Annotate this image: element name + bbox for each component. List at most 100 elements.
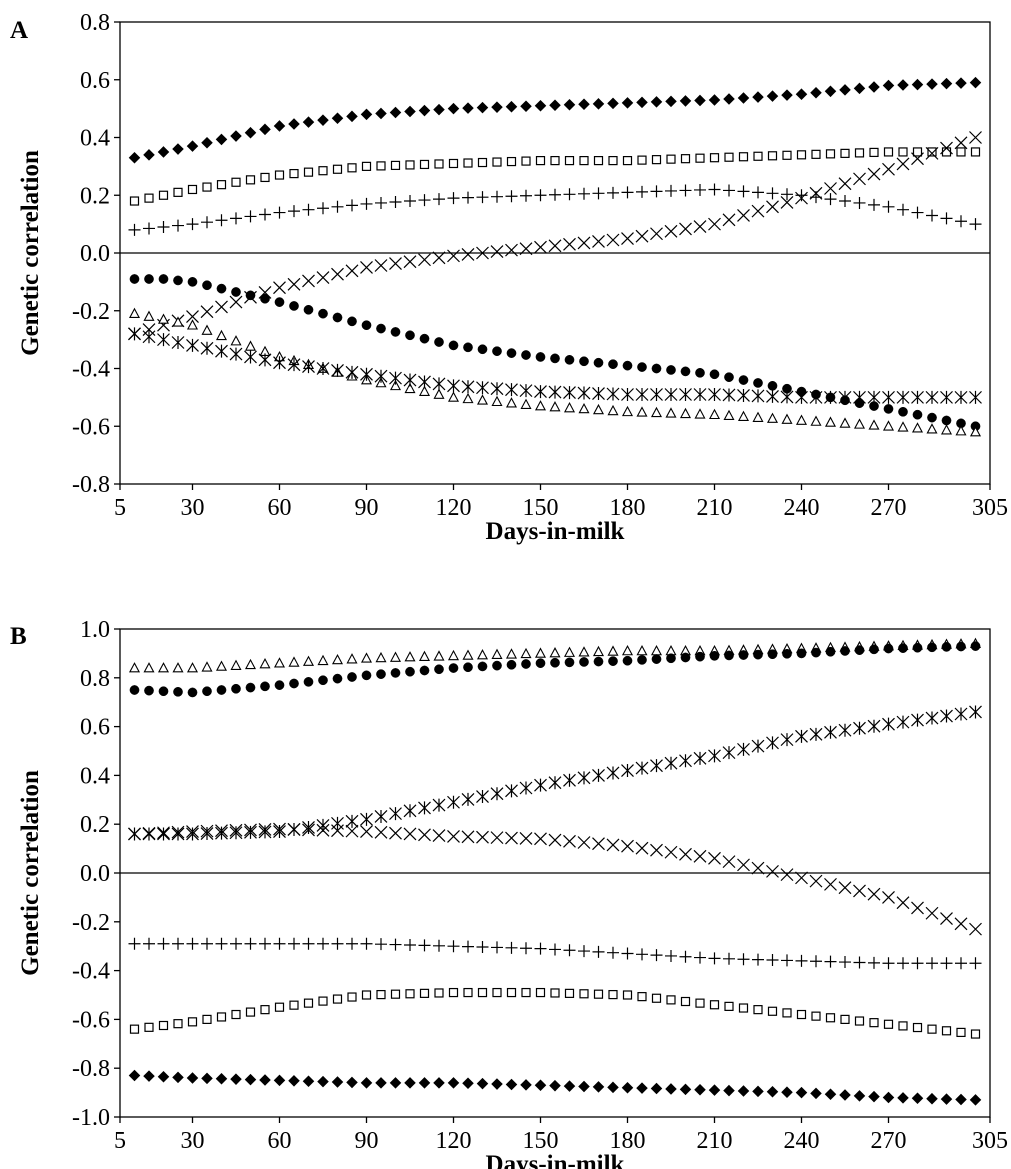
data-point-square	[202, 182, 212, 192]
data-point-x	[389, 826, 402, 840]
data-point-x	[548, 239, 562, 253]
data-point-circle	[260, 293, 270, 304]
data-point-square	[318, 166, 328, 176]
data-point-square	[796, 1009, 807, 1020]
data-point-circle	[593, 656, 604, 667]
data-point-square	[390, 989, 401, 999]
data-point-triangle	[723, 409, 735, 421]
data-point-x	[896, 896, 910, 910]
data-point-asterisk	[403, 804, 417, 818]
data-point-asterisk	[737, 388, 750, 402]
data-point-circle	[318, 308, 328, 319]
data-point-triangle	[346, 653, 358, 664]
data-point-square	[187, 184, 198, 195]
x-tick-label: 5	[114, 1128, 126, 1154]
data-point-asterisk	[302, 820, 315, 834]
data-point-circle	[492, 346, 502, 357]
data-point-plus	[723, 184, 735, 197]
data-point-circle	[216, 685, 227, 695]
data-point-circle	[434, 337, 444, 347]
data-point-square	[448, 158, 459, 169]
data-point-triangle	[592, 645, 605, 657]
data-point-asterisk	[940, 709, 953, 723]
data-point-triangle	[418, 650, 431, 662]
data-point-asterisk	[215, 826, 228, 840]
data-point-asterisk	[853, 390, 866, 404]
data-point-x	[287, 277, 301, 291]
data-point-x	[215, 300, 228, 314]
data-point-asterisk	[476, 381, 489, 395]
data-point-plus	[795, 189, 808, 202]
data-point-diamond	[781, 1086, 793, 1098]
data-point-triangle	[665, 407, 677, 418]
data-point-square	[927, 1024, 937, 1034]
data-point-asterisk	[693, 387, 707, 401]
data-point-diamond	[969, 1094, 982, 1106]
data-point-diamond	[476, 101, 489, 114]
data-point-square	[448, 987, 459, 998]
data-point-square	[651, 155, 662, 165]
data-point-square	[303, 998, 314, 1008]
data-point-square	[535, 987, 546, 998]
y-axis-title: Genetic correlation	[17, 150, 44, 356]
data-point-x	[809, 874, 823, 888]
data-point-circle	[318, 675, 328, 686]
data-point-x	[534, 240, 547, 254]
data-point-x	[911, 901, 924, 915]
data-point-plus	[143, 222, 155, 235]
data-point-diamond	[230, 1073, 242, 1085]
data-point-square	[434, 159, 444, 169]
data-point-diamond	[230, 130, 242, 142]
data-point-diamond	[186, 140, 199, 152]
data-point-circle	[666, 653, 676, 664]
data-point-plus	[665, 184, 677, 197]
y-tick-label: -0.4	[72, 959, 110, 985]
data-point-diamond	[897, 79, 909, 91]
data-point-diamond	[955, 77, 967, 89]
y-tick-label: -0.8	[72, 472, 110, 498]
data-point-x	[563, 237, 576, 251]
data-point-triangle	[650, 644, 663, 656]
data-point-asterisk	[316, 362, 330, 375]
data-point-x	[374, 825, 388, 839]
data-point-circle	[579, 657, 589, 667]
data-point-x	[737, 858, 750, 872]
data-point-x	[693, 849, 707, 863]
data-point-circle	[651, 654, 662, 664]
data-point-plus	[273, 206, 286, 219]
data-point-square	[303, 167, 314, 177]
data-point-triangle	[549, 647, 561, 658]
data-point-x	[403, 827, 417, 841]
data-point-x	[331, 267, 344, 281]
data-point-triangle	[143, 662, 155, 673]
data-point-x	[418, 828, 431, 842]
data-point-diamond	[911, 1092, 924, 1105]
data-point-plus	[201, 937, 213, 950]
data-point-asterisk	[461, 792, 475, 806]
data-point-asterisk	[548, 776, 562, 790]
data-point-x	[911, 152, 924, 166]
data-point-asterisk	[548, 385, 562, 399]
data-point-diamond	[592, 98, 605, 110]
data-point-plus	[433, 193, 445, 206]
data-point-square	[564, 988, 575, 998]
data-point-plus	[607, 946, 619, 959]
data-point-plus	[752, 186, 764, 199]
data-point-plus	[781, 188, 793, 201]
data-point-square	[506, 987, 517, 998]
data-point-diamond	[810, 86, 822, 99]
data-point-x	[635, 841, 649, 855]
data-point-plus	[230, 212, 242, 225]
x-tick-label: 60	[268, 495, 292, 521]
data-point-plus	[462, 940, 474, 953]
data-point-plus	[389, 938, 402, 951]
data-point-triangle	[447, 391, 460, 402]
data-point-plus	[897, 203, 909, 216]
data-point-square	[550, 156, 560, 166]
data-point-square	[869, 1018, 879, 1028]
data-point-asterisk	[490, 787, 504, 801]
data-point-square	[651, 993, 662, 1003]
data-point-triangle	[868, 419, 880, 430]
data-point-x	[287, 823, 301, 836]
data-point-x	[360, 261, 373, 274]
